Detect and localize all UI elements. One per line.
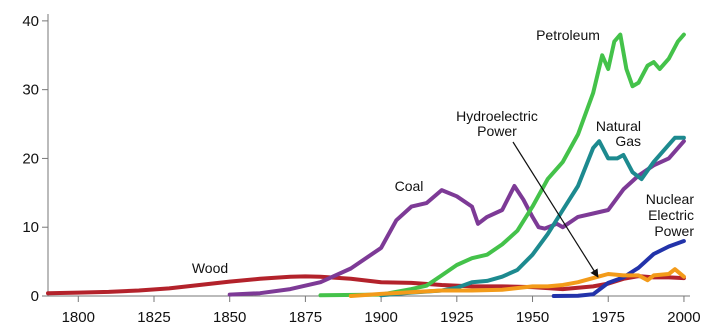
axes: 0 10 20 30 40 1800 1825 1850 1875 1900 1925 1950 197… [22,13,700,326]
x-tick-label: 1875 [289,309,322,326]
annotation-natural-gas: Natural [596,118,641,134]
hydro-leader-arrow [512,141,599,278]
series-line-petroleum [318,32,686,298]
annotations: PetroleumNaturalGasHydroelectricPowerCoa… [192,27,695,278]
x-tick-label: 1925 [440,309,473,326]
y-tick-label: 40 [22,13,39,30]
x-tick-label: 1825 [137,309,170,326]
annotation-wood: Wood [192,260,228,276]
y-tick-label: 0 [31,288,39,305]
annotation-hydro: Power [477,123,517,139]
x-tick-label: 1950 [516,309,549,326]
x-tick-label: 1975 [592,309,625,326]
x-tick-label: 2000 [667,309,700,326]
y-tick-label: 20 [22,150,39,167]
series-line-hydroelectric-power [348,267,686,298]
annotation-petroleum: Petroleum [536,27,600,43]
series-line-coal [227,139,686,297]
annotation-coal: Coal [395,178,424,194]
annotation-natural-gas: Gas [615,133,641,149]
y-tick-label: 30 [22,82,39,99]
x-tick-label: 1900 [364,309,397,326]
y-tick-label: 10 [22,219,39,236]
annotation-hydro: Hydroelectric [456,108,538,124]
annotation-nuclear: Power [654,223,694,239]
annotation-nuclear: Nuclear [646,191,695,207]
x-tick-label: 1850 [213,309,246,326]
series-group [46,32,686,298]
series-line-natural-gas [379,135,686,298]
annotation-nuclear: Electric [648,207,694,223]
x-tick-label: 1800 [62,309,95,326]
